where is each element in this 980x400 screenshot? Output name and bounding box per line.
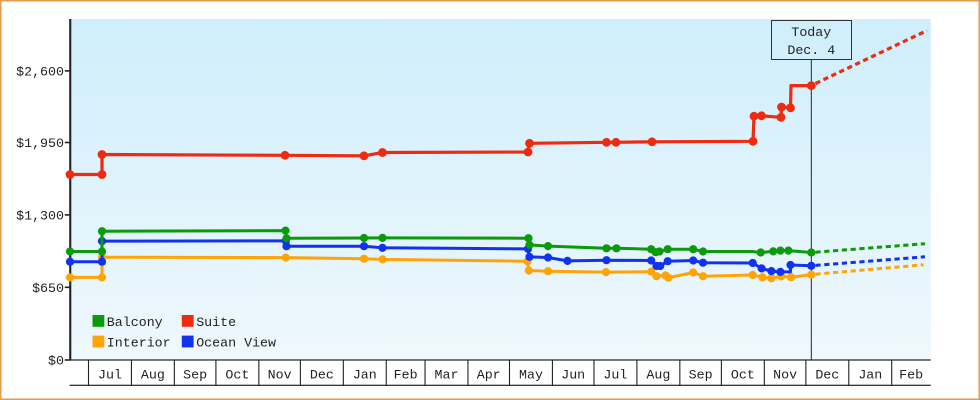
svg-text:Jul: Jul bbox=[603, 367, 627, 382]
svg-text:$0: $0 bbox=[48, 354, 64, 369]
svg-text:$1,300: $1,300 bbox=[16, 209, 64, 224]
svg-text:$1,950: $1,950 bbox=[16, 136, 64, 151]
svg-text:Jan: Jan bbox=[353, 367, 377, 382]
svg-text:Jul: Jul bbox=[98, 367, 122, 382]
svg-text:$2,600: $2,600 bbox=[16, 65, 64, 80]
svg-text:Suite: Suite bbox=[196, 315, 236, 330]
svg-text:Balcony: Balcony bbox=[107, 315, 163, 330]
svg-text:Aug: Aug bbox=[141, 367, 165, 382]
svg-text:Dec: Dec bbox=[815, 367, 839, 382]
svg-text:Today: Today bbox=[791, 25, 831, 40]
svg-text:$650: $650 bbox=[32, 281, 64, 296]
svg-text:Nov: Nov bbox=[268, 367, 292, 382]
svg-text:Ocean View: Ocean View bbox=[196, 336, 276, 351]
svg-text:Sep: Sep bbox=[183, 367, 207, 382]
svg-text:Mar: Mar bbox=[435, 367, 459, 382]
svg-text:Jun: Jun bbox=[561, 367, 585, 382]
svg-text:Feb: Feb bbox=[899, 367, 923, 382]
svg-text:Feb: Feb bbox=[394, 367, 418, 382]
svg-text:Oct: Oct bbox=[225, 367, 249, 382]
svg-text:Apr: Apr bbox=[477, 367, 501, 382]
svg-text:Nov: Nov bbox=[773, 367, 797, 382]
svg-text:Dec: Dec bbox=[310, 367, 334, 382]
svg-text:Jan: Jan bbox=[858, 367, 882, 382]
svg-text:Interior: Interior bbox=[107, 336, 171, 351]
svg-text:May: May bbox=[519, 367, 543, 382]
svg-text:Sep: Sep bbox=[689, 367, 713, 382]
svg-text:Dec. 4: Dec. 4 bbox=[787, 43, 835, 58]
svg-text:Oct: Oct bbox=[731, 367, 755, 382]
svg-text:Aug: Aug bbox=[646, 367, 670, 382]
